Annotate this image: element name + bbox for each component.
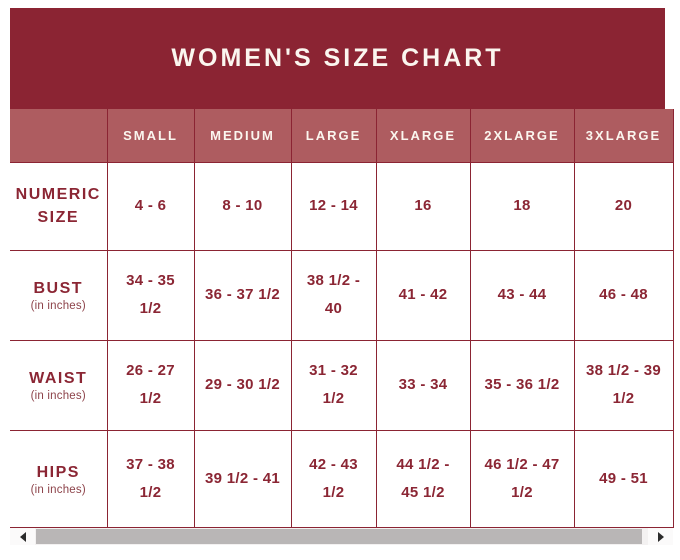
value-cell: 38 1/2 - 40 [290,249,377,341]
value-cell: 12 - 14 [290,161,377,251]
value-cell: 42 - 43 1/2 [290,429,377,528]
chart-title-banner: WOMEN'S SIZE CHART [10,8,665,109]
value-cell: 18 [469,161,575,251]
value-cell: 39 1/2 - 41 [193,429,292,528]
table-row: BUST (in inches) 34 - 35 1/2 36 - 37 1/2 38 … [10,249,674,341]
header-row: SMALL MEDIUM LARGE XLARGE 2XLARGE 3XLARGE [10,109,674,163]
column-header-xlarge: XLARGE [375,109,471,163]
scroll-left-icon [19,531,26,542]
value-cell: 31 - 32 1/2 [290,339,377,431]
column-header-small: SMALL [106,109,195,163]
value-cell: 26 - 27 1/2 [106,339,195,431]
value-cell: 33 - 34 [375,339,471,431]
value-cell: 41 - 42 [375,249,471,341]
column-header-medium: MEDIUM [193,109,292,163]
value-cell: 29 - 30 1/2 [193,339,292,431]
row-label-cell: WAIST (in inches) [10,339,108,431]
value-cell: 35 - 36 1/2 [469,339,575,431]
horizontal-scrollbar[interactable] [10,528,673,545]
column-header-2xlarge: 2XLARGE [469,109,575,163]
value-cell: 20 [573,161,674,251]
scrollbar-thumb[interactable] [36,529,642,544]
row-label-cell: HIPS (in inches) [10,429,108,528]
column-header-large: LARGE [290,109,377,163]
value-cell: 46 1/2 - 47 1/2 [469,429,575,528]
page-title: WOMEN'S SIZE CHART [171,44,504,72]
value-cell: 4 - 6 [106,161,195,251]
row-sublabel: (in inches) [30,300,86,313]
row-label: WAIST [29,370,88,388]
value-cell: 44 1/2 - 45 1/2 [375,429,471,528]
scroll-left-button[interactable] [10,528,35,545]
value-cell: 46 - 48 [573,249,674,341]
value-cell: 34 - 35 1/2 [106,249,195,341]
size-table-container: SMALL MEDIUM LARGE XLARGE 2XLARGE 3XLARGE NUM… [10,109,674,528]
scrollbar-track[interactable] [35,528,648,545]
value-cell: 49 - 51 [573,429,674,528]
value-cell: 8 - 10 [193,161,292,251]
row-label-header [10,109,108,163]
row-label: NUMERIC SIZE [15,185,101,226]
row-sublabel: (in inches) [30,483,86,496]
size-table: SMALL MEDIUM LARGE XLARGE 2XLARGE 3XLARGE NUM… [10,109,674,528]
scroll-right-button[interactable] [648,528,673,545]
row-label-cell: NUMERIC SIZE [10,161,108,251]
column-header-3xlarge: 3XLARGE [573,109,674,163]
table-row: HIPS (in inches) 37 - 38 1/2 39 1/2 - 41 42 … [10,429,674,528]
value-cell: 37 - 38 1/2 [106,429,195,528]
scroll-right-icon [657,531,664,542]
value-cell: 43 - 44 [469,249,575,341]
row-label: BUST [33,280,84,298]
row-label: HIPS [36,463,80,481]
table-row: WAIST (in inches) 26 - 27 1/2 29 - 30 1/2 31… [10,339,674,431]
value-cell: 36 - 37 1/2 [193,249,292,341]
row-label-cell: BUST (in inches) [10,249,108,341]
value-cell: 16 [375,161,471,251]
size-table-header: SMALL MEDIUM LARGE XLARGE 2XLARGE 3XLARGE [10,109,674,163]
row-sublabel: (in inches) [30,390,86,403]
value-cell: 38 1/2 - 39 1/2 [573,339,674,431]
